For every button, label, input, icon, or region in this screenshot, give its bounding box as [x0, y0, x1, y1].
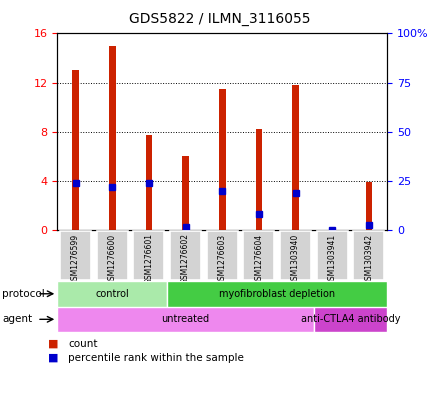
Text: GSM1276604: GSM1276604: [254, 233, 264, 285]
Bar: [109, 46, 116, 230]
Bar: [219, 89, 226, 230]
Text: agent: agent: [2, 314, 32, 324]
Text: anti-CTLA4 antibody: anti-CTLA4 antibody: [301, 314, 400, 324]
Text: GSM1276603: GSM1276603: [218, 233, 227, 285]
Bar: [146, 135, 152, 230]
Bar: [280, 231, 311, 280]
Bar: [57, 307, 314, 332]
Bar: [353, 231, 384, 280]
Text: count: count: [68, 339, 98, 349]
Text: myofibroblast depletion: myofibroblast depletion: [219, 289, 335, 299]
Bar: [207, 231, 238, 280]
Bar: [329, 229, 336, 230]
Bar: [72, 70, 79, 230]
Text: GSM1276601: GSM1276601: [144, 233, 154, 285]
Bar: [314, 307, 387, 332]
Bar: [133, 231, 164, 280]
Text: GSM1303941: GSM1303941: [328, 233, 337, 285]
Bar: [97, 231, 128, 280]
Bar: [170, 231, 201, 280]
Text: ■: ■: [48, 339, 59, 349]
Bar: [167, 281, 387, 307]
Text: control: control: [95, 289, 129, 299]
Text: GSM1276602: GSM1276602: [181, 233, 190, 285]
Text: GSM1303942: GSM1303942: [364, 233, 374, 285]
Text: ■: ■: [48, 353, 59, 363]
Text: GSM1276600: GSM1276600: [108, 233, 117, 285]
Bar: [243, 231, 274, 280]
Text: protocol: protocol: [2, 289, 45, 299]
Bar: [57, 281, 167, 307]
Text: GSM1303940: GSM1303940: [291, 233, 300, 285]
Bar: [292, 85, 299, 230]
Text: untreated: untreated: [161, 314, 209, 324]
Bar: [317, 231, 348, 280]
Text: GSM1276599: GSM1276599: [71, 233, 80, 285]
Text: percentile rank within the sample: percentile rank within the sample: [68, 353, 244, 363]
Text: GDS5822 / ILMN_3116055: GDS5822 / ILMN_3116055: [129, 12, 311, 26]
Bar: [60, 231, 91, 280]
Bar: [256, 129, 262, 230]
Bar: [182, 156, 189, 230]
Bar: [366, 182, 372, 230]
